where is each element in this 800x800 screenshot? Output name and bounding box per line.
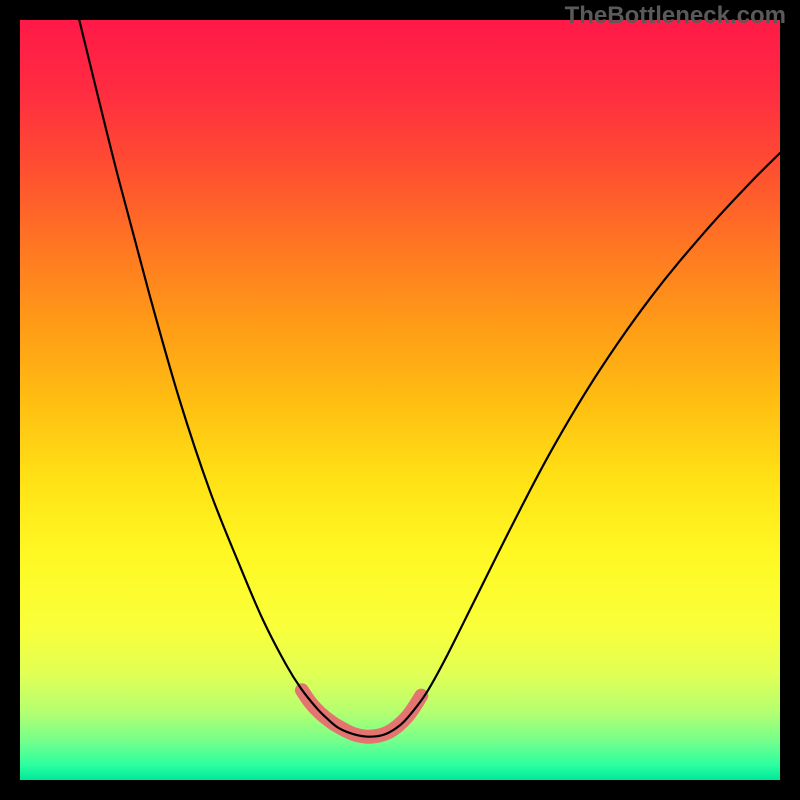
- watermark-text: TheBottleneck.com: [565, 2, 786, 30]
- gradient-background: [20, 20, 780, 780]
- plot-area: [20, 20, 780, 780]
- chart-svg: [20, 20, 780, 780]
- stage: TheBottleneck.com: [0, 0, 800, 800]
